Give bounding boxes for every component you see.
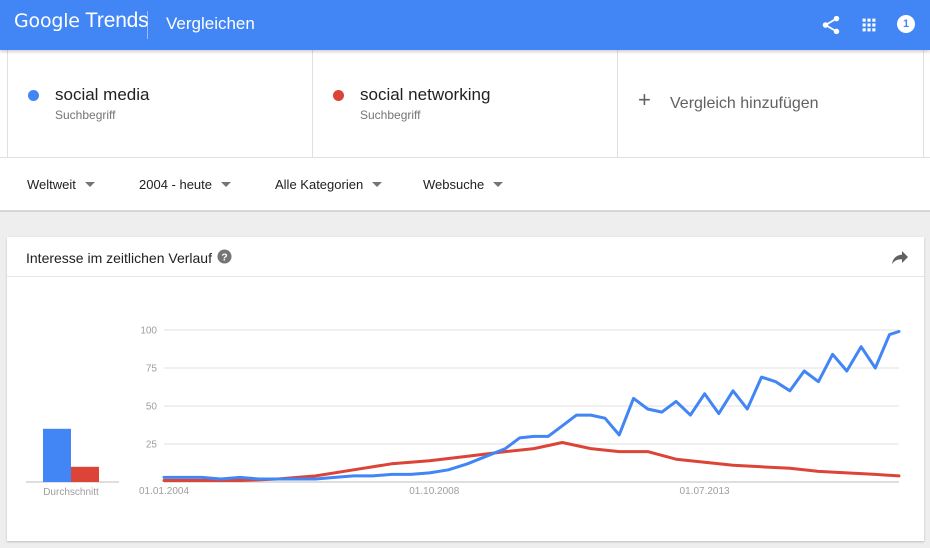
add-comparison-label: Vergleich hinzufügen bbox=[670, 95, 819, 112]
y-tick-label: 50 bbox=[146, 402, 158, 413]
svg-text:?: ? bbox=[221, 252, 227, 263]
x-tick-label: 01.10.2008 bbox=[409, 486, 459, 497]
compare-terms-bar: social media Suchbegriff social networki… bbox=[0, 50, 930, 158]
notification-badge[interactable]: 1 bbox=[897, 15, 915, 33]
term-card-social-media[interactable]: social media Suchbegriff bbox=[7, 50, 313, 157]
term-card-social-networking[interactable]: social networking Suchbegriff bbox=[313, 50, 618, 157]
region-filter[interactable]: Weltweit bbox=[27, 177, 95, 192]
category-filter[interactable]: Alle Kategorien bbox=[275, 177, 383, 192]
search-type-filter-label: Websuche bbox=[423, 177, 485, 192]
google-trends-logo[interactable]: Google Trends bbox=[14, 9, 149, 33]
y-tick-label: 25 bbox=[146, 440, 158, 451]
header-divider bbox=[147, 11, 148, 39]
interest-over-time-card: Interesse im zeitlichen Verlauf ? 100 75 5… bbox=[7, 237, 924, 541]
y-tick-label: 100 bbox=[140, 326, 157, 337]
chevron-down-icon bbox=[84, 182, 95, 188]
region-filter-label: Weltweit bbox=[27, 177, 76, 192]
share-icon[interactable] bbox=[820, 14, 842, 36]
series-line bbox=[162, 330, 901, 481]
add-comparison-button[interactable]: + Vergleich hinzufügen bbox=[618, 50, 924, 157]
logo-trends-text: Trends bbox=[85, 9, 149, 32]
card-divider bbox=[7, 276, 924, 277]
card-title: Interesse im zeitlichen Verlauf bbox=[26, 250, 212, 266]
apps-icon[interactable] bbox=[858, 14, 880, 36]
chevron-down-icon bbox=[372, 182, 383, 188]
term-name: social networking bbox=[360, 85, 491, 104]
category-filter-label: Alle Kategorien bbox=[275, 177, 364, 192]
time-filter[interactable]: 2004 - heute bbox=[139, 177, 232, 192]
interest-chart: 100 75 50 25 01.01.2004 01.10.2008 01.07.2013 D… bbox=[26, 326, 901, 498]
search-type-filter[interactable]: Websuche bbox=[423, 177, 504, 192]
average-bar bbox=[71, 466, 99, 482]
term-type: Suchbegriff bbox=[55, 108, 116, 122]
average-label: Durchschnitt bbox=[43, 487, 99, 498]
series-color-dot bbox=[333, 90, 344, 101]
logo-google-text: Google bbox=[14, 10, 80, 32]
page-title: Vergleichen bbox=[166, 14, 255, 33]
series-color-dot bbox=[28, 90, 39, 101]
series-line bbox=[162, 441, 901, 482]
filter-bar: Weltweit 2004 - heute Alle Kategorien We… bbox=[0, 158, 930, 212]
term-type: Suchbegriff bbox=[360, 108, 421, 122]
help-icon[interactable]: ? bbox=[217, 249, 232, 264]
x-tick-label: 01.01.2004 bbox=[139, 486, 189, 497]
time-filter-label: 2004 - heute bbox=[139, 177, 213, 192]
chevron-down-icon bbox=[221, 182, 232, 188]
app-header: Google Trends Vergleichen 1 bbox=[0, 0, 930, 50]
y-tick-label: 75 bbox=[146, 364, 158, 375]
term-name: social media bbox=[55, 85, 150, 104]
average-bar bbox=[43, 428, 71, 482]
share-arrow-icon[interactable] bbox=[891, 250, 909, 266]
x-tick-label: 01.07.2013 bbox=[680, 486, 730, 497]
chevron-down-icon bbox=[493, 182, 504, 188]
plus-icon: + bbox=[638, 87, 651, 112]
